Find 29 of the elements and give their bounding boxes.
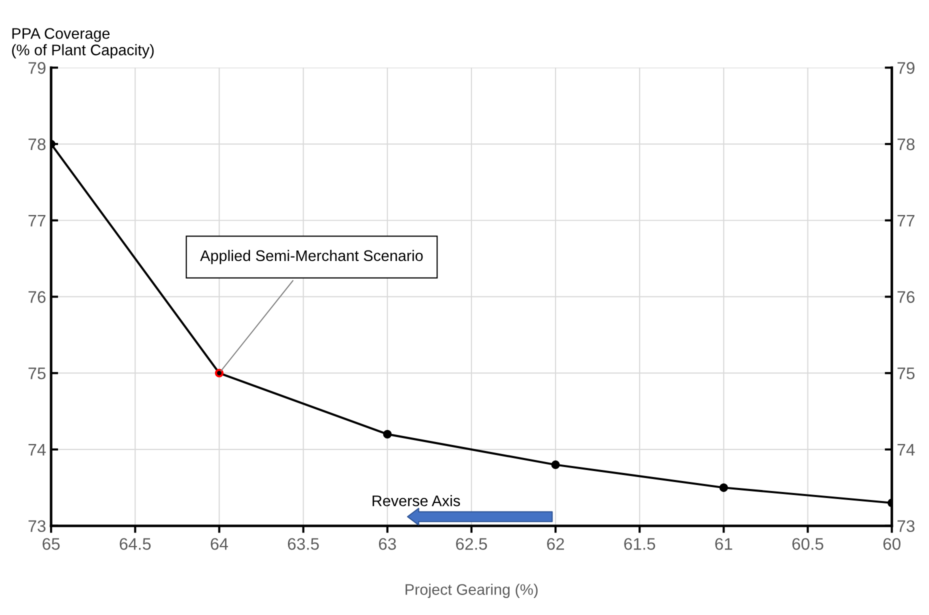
- x-tick-label: 65: [42, 538, 60, 550]
- y-tick-label: 76: [28, 291, 46, 303]
- x-tick-label: 62: [547, 538, 564, 550]
- y2-tick-label: 78: [898, 138, 915, 150]
- x-tick-label: 61: [715, 538, 732, 550]
- x-tick-label: 63: [378, 538, 396, 550]
- y-tick-label: 75: [28, 368, 46, 380]
- y2-tick-label: 77: [898, 214, 914, 226]
- x-tick-label: 60: [883, 538, 900, 550]
- y2-tick-label: 74: [898, 444, 915, 456]
- y-tick-label: 73: [28, 520, 46, 532]
- y-tick-label: 74: [28, 444, 46, 456]
- y2-tick-label: 75: [898, 368, 915, 380]
- y-axis-title: PPA Coverage (% of Plant Capacity): [12, 28, 154, 58]
- x-tick-label: 62.5: [456, 538, 487, 550]
- x-tick-label: 64.5: [120, 538, 151, 550]
- x-axis-title: Project Gearing (%): [406, 584, 538, 598]
- annotation: Reverse Axis: [372, 495, 460, 506]
- annotation: Applied Semi-Merchant Scenario: [200, 250, 423, 264]
- x-tick-label: 61.5: [624, 538, 656, 550]
- x-tick-label: 60.5: [792, 538, 824, 550]
- y2-tick-label: 76: [898, 291, 915, 303]
- y-tick-label: 79: [28, 62, 46, 74]
- x-tick-label: 64: [210, 538, 228, 550]
- y-tick-label: 77: [28, 214, 46, 226]
- y-tick-label: 78: [28, 138, 46, 150]
- y2-tick-label: 79: [898, 62, 914, 74]
- y2-tick-label: 73: [898, 520, 915, 532]
- x-tick-label: 63.5: [288, 538, 319, 550]
